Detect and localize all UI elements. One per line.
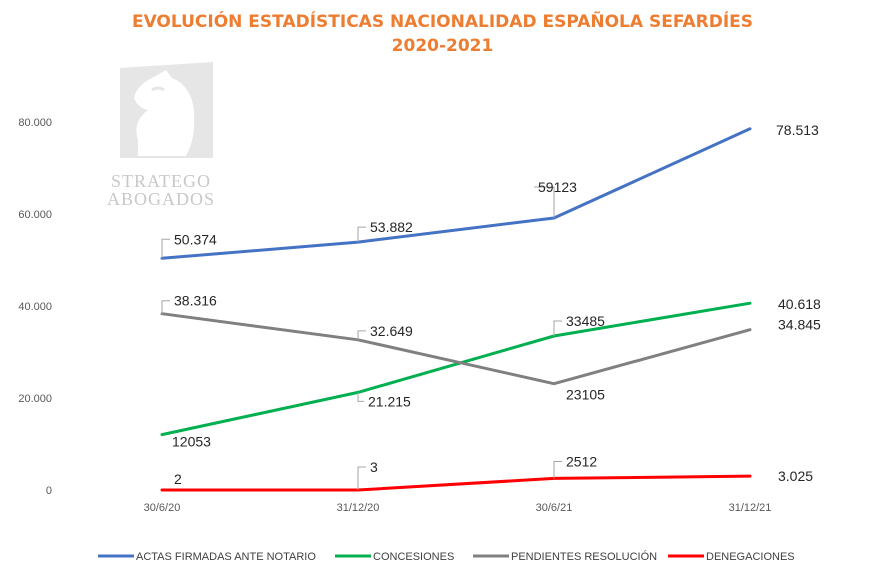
legend: ACTAS FIRMADAS ANTE NOTARIO CONCESIONES PE… [98, 550, 795, 563]
legend-label: CONCESIONES [373, 551, 454, 563]
data-label: 34.845 [778, 317, 821, 333]
data-label: 2512 [566, 453, 597, 469]
chart-title: EVOLUCIÓN ESTADÍSTICAS NACIONALIDAD ESPA… [0, 10, 885, 58]
logo-line-2: ABOGADOS [106, 189, 215, 209]
label-leader-line [553, 460, 562, 479]
label-leader-line [161, 300, 170, 314]
logo-line-1: STRATEGO [110, 171, 211, 191]
data-label: 38.316 [174, 293, 217, 309]
series-line-3 [160, 474, 752, 492]
data-label: 12053 [172, 434, 211, 450]
legend-label: DENEGACIONES [706, 551, 795, 563]
data-label: 59123 [538, 179, 577, 195]
data-label: 33485 [566, 313, 605, 329]
data-label: 23105 [566, 387, 605, 403]
data-label: 40.618 [778, 296, 821, 312]
label-leader-line [357, 330, 366, 340]
legend-label: PENDIENTES RESOLUCIÓN [511, 550, 657, 563]
data-labels: 50.374 53.882 59123 78.513 12053 21.215 33485 4… [172, 122, 821, 487]
label-leader-line [357, 392, 364, 402]
data-label: 78.513 [776, 122, 819, 138]
x-tick-label: 31/12/21 [729, 502, 772, 514]
label-leader-line [534, 186, 555, 219]
data-label: 3.025 [778, 468, 813, 484]
x-axis: 30/6/20 31/12/20 30/6/21 31/12/21 [144, 502, 772, 514]
series-lines [160, 127, 752, 492]
stratego-logo-text: STRATEGO ABOGADOS [96, 172, 226, 208]
y-tick-label: 0 [46, 485, 52, 497]
x-tick-label: 31/12/20 [337, 502, 380, 514]
y-tick-label: 80.000 [18, 117, 52, 129]
chart-title-line: EVOLUCIÓN ESTADÍSTICAS NACIONALIDAD ESPA… [131, 12, 754, 32]
data-label: 3 [370, 459, 378, 475]
label-leader-line [357, 466, 366, 490]
data-label: 21.215 [368, 393, 411, 409]
y-axis: 0 20.000 40.000 60.000 80.000 [18, 117, 52, 497]
data-label: 50.374 [174, 231, 217, 247]
series-line-0 [160, 127, 752, 260]
data-label: 32.649 [370, 323, 413, 339]
stratego-knight-logo [120, 62, 213, 158]
y-tick-label: 40.000 [18, 301, 52, 313]
data-label: 2 [174, 471, 182, 487]
series-line-2 [160, 312, 752, 386]
y-tick-label: 20.000 [18, 393, 52, 405]
x-tick-label: 30/6/20 [144, 502, 181, 514]
y-tick-label: 60.000 [18, 209, 52, 221]
data-label-leaders [161, 186, 562, 490]
chart-subtitle: 2020-2021 [391, 36, 494, 56]
label-leader-line [161, 238, 170, 259]
data-label: 53.882 [370, 219, 413, 235]
x-tick-label: 30/6/21 [536, 502, 573, 514]
label-leader-line [553, 320, 562, 336]
label-leader-line [357, 226, 366, 243]
legend-label: ACTAS FIRMADAS ANTE NOTARIO [136, 551, 316, 563]
series-line-1 [160, 301, 752, 437]
